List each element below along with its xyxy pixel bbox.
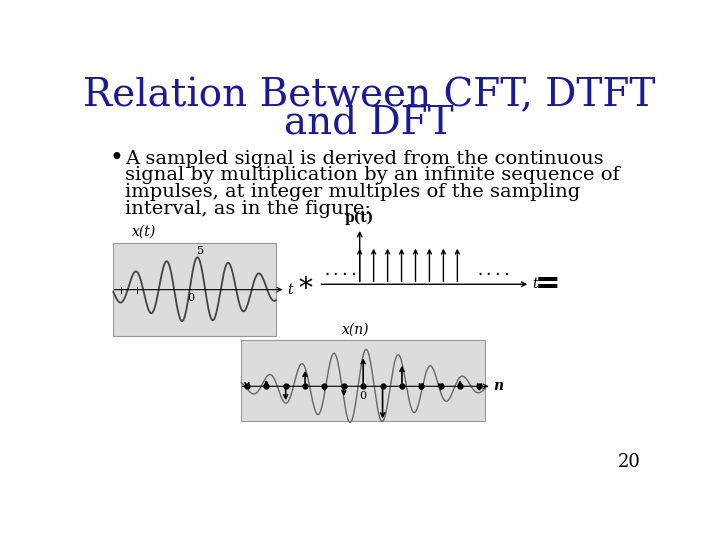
Text: =: = bbox=[534, 269, 560, 300]
Text: x(n): x(n) bbox=[342, 322, 369, 336]
Text: ....: .... bbox=[323, 263, 359, 278]
Text: •: • bbox=[109, 147, 123, 170]
Text: interval, as in the figure:: interval, as in the figure: bbox=[125, 200, 371, 218]
Text: and DFT: and DFT bbox=[284, 105, 454, 142]
Text: 0: 0 bbox=[187, 294, 194, 303]
Text: 5: 5 bbox=[197, 246, 204, 256]
Text: t: t bbox=[287, 282, 292, 296]
Text: *: * bbox=[299, 276, 312, 303]
Text: ....: .... bbox=[475, 263, 512, 278]
FancyBboxPatch shape bbox=[241, 340, 485, 421]
Text: impulses, at integer multiples of the sampling: impulses, at integer multiples of the sa… bbox=[125, 184, 580, 201]
Text: p(t): p(t) bbox=[345, 211, 374, 225]
Text: x(t): x(t) bbox=[132, 225, 156, 239]
FancyBboxPatch shape bbox=[113, 244, 276, 336]
Text: 0: 0 bbox=[359, 391, 366, 401]
Text: n: n bbox=[493, 379, 503, 393]
Text: Relation Between CFT, DTFT: Relation Between CFT, DTFT bbox=[83, 77, 655, 114]
Text: signal by multiplication by an infinite sequence of: signal by multiplication by an infinite … bbox=[125, 166, 620, 185]
Text: 20: 20 bbox=[617, 454, 640, 471]
Text: t: t bbox=[532, 277, 537, 291]
Text: A sampled signal is derived from the continuous: A sampled signal is derived from the con… bbox=[125, 150, 603, 167]
